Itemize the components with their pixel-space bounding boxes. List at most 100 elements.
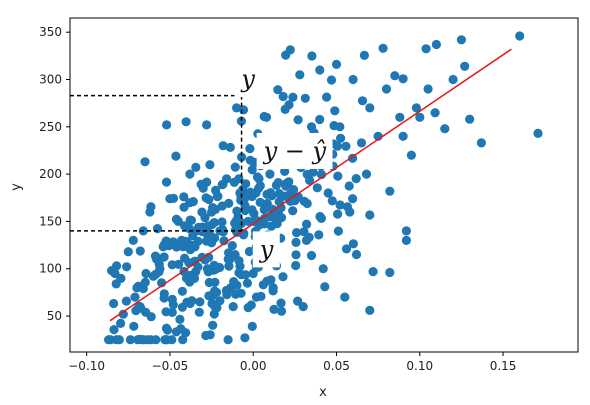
x-tick-label: −0.05: [152, 359, 189, 373]
scatter-point: [315, 114, 325, 125]
scatter-point: [247, 321, 257, 331]
scatter-point: [431, 39, 441, 50]
scatter-point: [323, 188, 333, 198]
scatter-point: [130, 292, 140, 302]
scatter-point: [241, 179, 251, 189]
scatter-point: [276, 203, 286, 213]
scatter-point: [262, 198, 272, 209]
scatter-point: [202, 120, 212, 130]
scatter-point: [152, 224, 163, 234]
scatter-point: [265, 188, 276, 198]
scatter-point: [122, 262, 132, 272]
scatter-point: [151, 269, 161, 279]
scatter-point: [278, 91, 288, 102]
scatter-point: [185, 169, 195, 179]
axes: −0.10 −0.05 0.00 0.05 0.10 0.15 50 100 150 200 250…: [39, 17, 579, 373]
scatter-point: [283, 179, 293, 189]
scatter-point: [243, 303, 253, 313]
annotation-y-predicted: y: [259, 235, 274, 263]
scatter-point: [217, 201, 227, 211]
scatter-point: [123, 247, 133, 257]
scatter-point: [205, 160, 215, 170]
scatter-point: [225, 254, 235, 264]
scatter-point: [203, 267, 213, 277]
scatter-point: [365, 103, 375, 113]
scatter-point: [162, 335, 172, 345]
scatter-point: [331, 59, 342, 69]
scatter-point: [385, 267, 395, 278]
scatter-point: [288, 206, 298, 216]
scatter-point: [154, 259, 164, 269]
scatter-point: [204, 291, 214, 301]
scatter-point: [227, 241, 237, 251]
scatter-point: [465, 114, 475, 124]
scatter-point: [333, 209, 343, 219]
scatter-point: [160, 239, 170, 249]
scatter-point: [236, 116, 246, 126]
scatter-point: [401, 226, 411, 236]
scatter-point: [218, 227, 228, 237]
scatter-point: [185, 224, 195, 234]
scatter-point: [302, 219, 312, 229]
scatter-point: [178, 335, 188, 345]
x-tick-label: 0.00: [240, 359, 267, 373]
scatter-point: [230, 162, 240, 172]
scatter-point: [161, 307, 171, 317]
scatter-point: [421, 44, 431, 54]
scatter-point: [188, 231, 198, 241]
scatter-point: [218, 179, 228, 189]
scatter-point: [238, 105, 249, 115]
scatter-point: [200, 213, 210, 223]
scatter-point: [177, 286, 187, 296]
scatter-point: [411, 103, 421, 113]
scatter-point: [423, 84, 433, 94]
scatter-point: [305, 175, 315, 185]
scatter-point: [223, 335, 233, 345]
scatter-point: [250, 215, 260, 225]
scatter-point: [476, 138, 486, 148]
y-tick-label: 250: [39, 120, 62, 134]
scatter-point: [222, 290, 232, 300]
scatter-point: [398, 74, 408, 84]
annotation-residual: y − ŷ: [263, 137, 327, 165]
scatter-point: [533, 128, 543, 138]
scatter-point: [280, 104, 290, 114]
scatter-point: [171, 151, 181, 161]
scatter-point: [288, 92, 298, 102]
scatter-point: [109, 298, 119, 309]
scatter-point: [430, 108, 440, 118]
y-tick-label: 50: [47, 309, 62, 323]
scatter-point: [121, 296, 131, 306]
x-axis-label: x: [319, 385, 327, 400]
scatter-point: [314, 230, 324, 240]
scatter-point: [269, 304, 279, 314]
scatter-point: [359, 50, 369, 61]
scatter-point: [333, 171, 343, 181]
scatter-point: [395, 112, 405, 122]
scatter-point: [318, 264, 328, 274]
scatter-point: [293, 296, 303, 306]
scatter-point: [348, 74, 358, 85]
scatter-point: [194, 307, 204, 317]
scatter-point: [327, 196, 337, 206]
scatter-point: [219, 236, 229, 246]
scatter-point: [300, 93, 310, 103]
scatter-point: [291, 237, 301, 247]
scatter-point: [181, 328, 191, 338]
scatter-point: [254, 183, 264, 193]
scatter-point: [181, 117, 191, 127]
scatter-point: [191, 162, 201, 172]
scatter-point: [351, 249, 362, 260]
scatter-point: [320, 282, 330, 292]
scatter-point: [140, 277, 150, 287]
scatter-point: [114, 335, 124, 345]
scatter-point: [258, 280, 268, 290]
scatter-point: [265, 169, 275, 179]
scatter-point: [281, 50, 291, 60]
scatter-point: [168, 193, 179, 203]
scatter-point: [210, 277, 220, 287]
scatter-point: [348, 153, 358, 163]
scatter-point: [340, 292, 350, 302]
scatter-point: [326, 75, 337, 85]
